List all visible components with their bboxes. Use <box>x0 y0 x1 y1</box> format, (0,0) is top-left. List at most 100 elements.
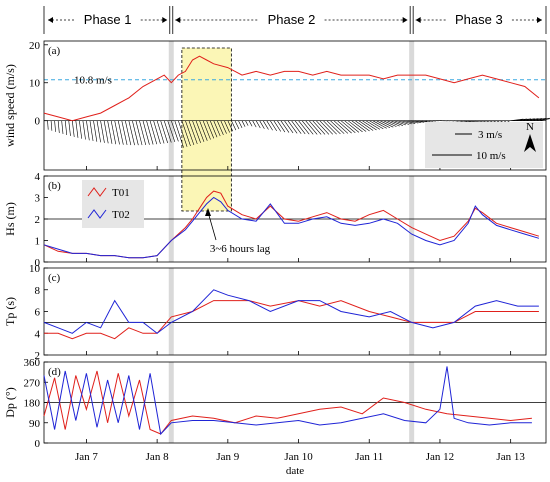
wind-vector <box>160 120 168 144</box>
wind-vector <box>535 117 550 121</box>
wind-vector <box>132 120 139 146</box>
wind-vector <box>326 120 341 135</box>
ytick-label-b-4: 4 <box>35 171 41 183</box>
wind-vector <box>269 120 277 132</box>
wind-vector <box>71 120 75 137</box>
wind-vector <box>372 120 387 129</box>
phase-band-c-1 <box>168 268 174 355</box>
wind-vector <box>365 120 381 130</box>
xtick-label-2: Jan 9 <box>216 451 239 463</box>
wind-vector <box>315 120 330 135</box>
vector-legend-label-2: 10 m/s <box>476 150 506 162</box>
wind-vector <box>178 120 188 147</box>
panel-tag-d: (d) <box>48 366 61 378</box>
phase-arrowhead-left-2 <box>175 17 181 23</box>
wind-vector <box>54 120 56 132</box>
wind-vector <box>287 120 298 134</box>
wind-vector <box>252 120 257 128</box>
ytick-label-c-6: 6 <box>35 307 41 319</box>
ylabel-c: Tp (s) <box>3 297 17 326</box>
wind-vector <box>397 120 410 125</box>
wind-vector <box>400 120 413 125</box>
wind-vector <box>68 120 71 136</box>
wind-vector <box>79 120 83 139</box>
wind-vector <box>291 120 302 134</box>
wind-vector <box>216 120 224 135</box>
wind-vector <box>510 118 524 121</box>
wind-vector <box>280 120 290 133</box>
wind-vector <box>259 120 265 129</box>
ylabel-d: Dp (°) <box>3 387 17 417</box>
wind-vector <box>57 120 60 133</box>
wind-vector <box>174 120 184 148</box>
ytick-label-d-270: 270 <box>24 377 41 389</box>
wind-vector <box>301 120 314 135</box>
wind-vector <box>121 120 128 145</box>
lag-annotation: 3~6 hours lag <box>210 243 271 255</box>
ytick-label-b-0: 0 <box>35 257 41 269</box>
series-line-d-T01 <box>43 370 532 435</box>
xtick-label-0: Jan 7 <box>75 451 98 463</box>
wind-vector <box>153 120 161 144</box>
ylabel-a: wind speed (m/s) <box>3 64 17 147</box>
wind-vector <box>227 120 234 132</box>
legend-label-T02: T02 <box>112 209 130 221</box>
wind-vector <box>50 120 53 131</box>
phase-arrowhead-right-1 <box>162 17 168 23</box>
wind-vector <box>135 120 143 146</box>
wind-vector <box>454 120 459 122</box>
phase-band-a-2 <box>409 41 415 170</box>
ytick-label-a-20: 20 <box>29 40 41 52</box>
wind-vector <box>358 120 374 131</box>
wind-vector <box>89 120 94 142</box>
ytick-label-b-1: 1 <box>35 236 41 248</box>
wind-vector <box>163 120 172 143</box>
legend-swatch-T02 <box>87 209 107 219</box>
wind-vector <box>93 120 98 142</box>
wind-vector <box>464 120 472 123</box>
panel-frame-a <box>43 40 547 171</box>
wind-vector <box>347 120 363 133</box>
lag-arrowhead <box>205 208 211 216</box>
wind-vector <box>425 120 434 122</box>
panel-tag-c: (c) <box>48 272 61 284</box>
wind-vector <box>294 120 306 135</box>
ytick-label-d-0: 0 <box>35 438 41 450</box>
wind-vector <box>266 120 273 131</box>
ytick-label-a-0: 0 <box>35 116 41 128</box>
wind-vector <box>146 120 154 145</box>
wind-vector <box>167 120 176 143</box>
wind-vector <box>142 120 150 145</box>
wind-vector <box>308 120 322 135</box>
reference-label-a: 10.8 m/s <box>74 75 112 87</box>
panel-tag-a: (a) <box>48 45 61 57</box>
wind-vector <box>195 120 205 142</box>
wind-vector <box>337 120 352 134</box>
wind-vector <box>323 120 337 135</box>
wind-vector <box>128 120 135 146</box>
wind-vector <box>61 120 64 134</box>
wind-vector <box>404 120 416 124</box>
phase-band-c-2 <box>409 268 415 355</box>
phase-arrowhead-left-1 <box>48 17 53 23</box>
wind-vector <box>255 120 261 129</box>
panel-frame-c <box>43 267 547 356</box>
legend-label-T01: T01 <box>112 187 130 199</box>
wind-vector <box>354 120 370 132</box>
xtick-label-4: Jan 11 <box>355 451 383 463</box>
wind-vector <box>538 118 550 121</box>
wind-vector <box>156 120 165 144</box>
wind-vector <box>411 120 422 123</box>
wind-vector <box>277 120 286 133</box>
panel-tag-b: (b) <box>48 180 61 192</box>
ytick-label-d-360: 360 <box>24 357 41 369</box>
wind-vector <box>82 120 86 140</box>
xtick-label-6: Jan 13 <box>496 451 525 463</box>
wind-vector <box>170 120 179 142</box>
wind-vector <box>333 120 349 134</box>
wind-vector <box>457 120 463 122</box>
wind-vector <box>231 120 237 131</box>
ytick-label-c-4: 4 <box>35 328 41 340</box>
wind-vector <box>418 120 428 123</box>
